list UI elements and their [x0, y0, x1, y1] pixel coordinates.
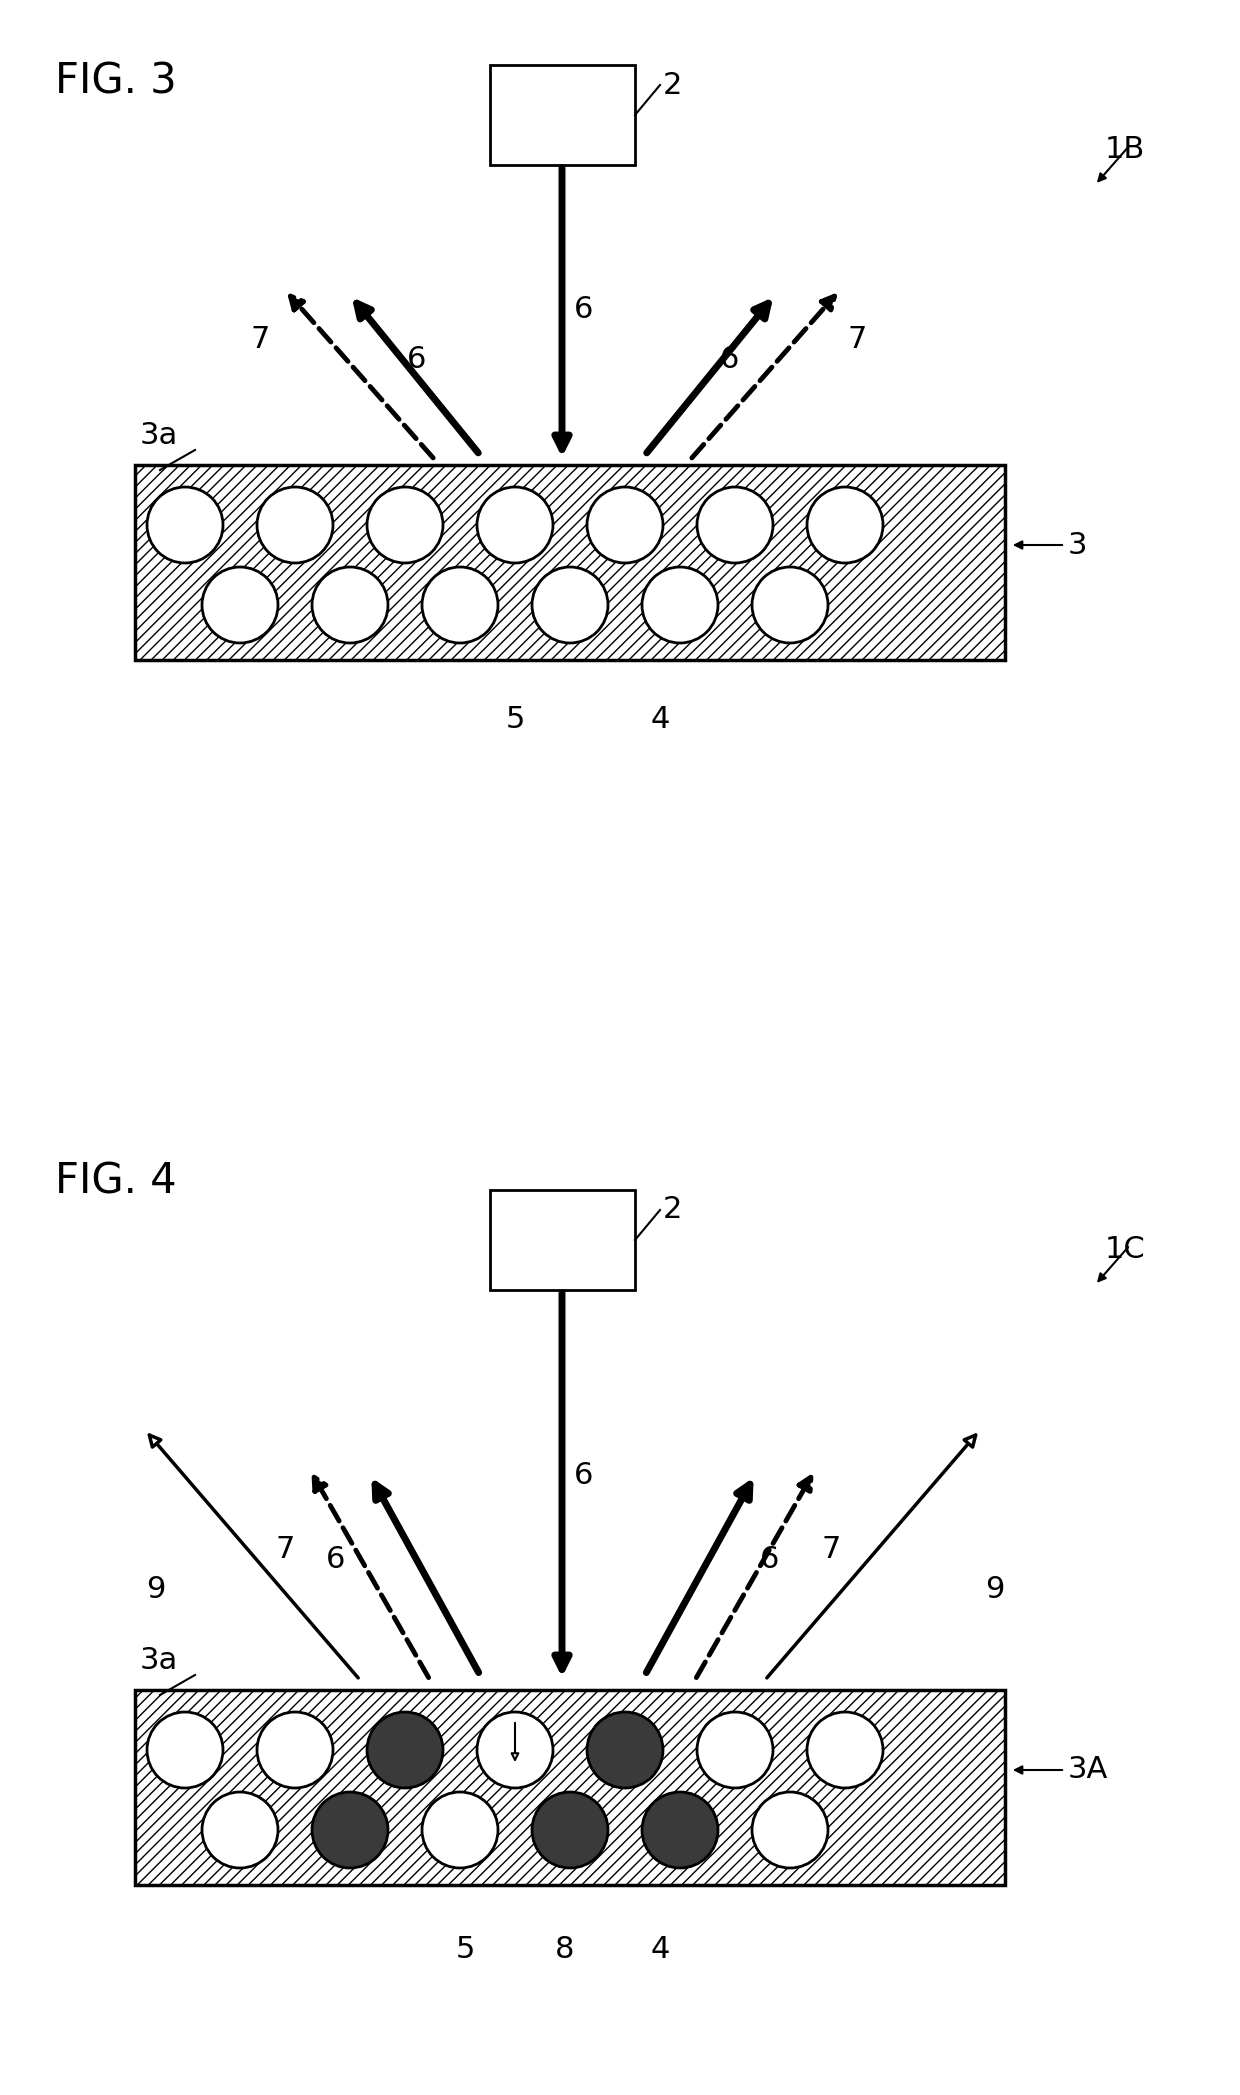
- Text: 5: 5: [455, 1936, 475, 1963]
- Text: FIG. 3: FIG. 3: [55, 61, 177, 103]
- Text: 8: 8: [556, 1936, 575, 1963]
- Circle shape: [697, 486, 773, 564]
- Circle shape: [477, 486, 553, 564]
- Text: 9: 9: [145, 1575, 165, 1605]
- Circle shape: [202, 1791, 278, 1869]
- Text: 4: 4: [650, 706, 670, 733]
- Circle shape: [257, 486, 334, 564]
- Text: 7: 7: [250, 325, 270, 354]
- Circle shape: [477, 1712, 553, 1787]
- Text: 2: 2: [663, 1196, 682, 1223]
- Text: 6: 6: [574, 295, 594, 325]
- Circle shape: [587, 486, 663, 564]
- Text: 6: 6: [720, 346, 739, 375]
- Circle shape: [697, 1712, 773, 1787]
- Circle shape: [642, 568, 718, 643]
- Text: 3a: 3a: [140, 1647, 179, 1676]
- Circle shape: [532, 568, 608, 643]
- Circle shape: [257, 1712, 334, 1787]
- Circle shape: [202, 568, 278, 643]
- Text: 3A: 3A: [1068, 1756, 1109, 1785]
- Text: 7: 7: [822, 1536, 842, 1565]
- Text: 1C: 1C: [1105, 1236, 1146, 1265]
- Text: 9: 9: [985, 1575, 1004, 1605]
- Text: 3a: 3a: [140, 421, 179, 450]
- Circle shape: [422, 568, 498, 643]
- Circle shape: [807, 1712, 883, 1787]
- Circle shape: [312, 1791, 388, 1869]
- Text: 4: 4: [650, 1936, 670, 1963]
- Circle shape: [642, 1791, 718, 1869]
- Text: 5: 5: [506, 706, 525, 733]
- Circle shape: [751, 1791, 828, 1869]
- Circle shape: [532, 1791, 608, 1869]
- Text: 6: 6: [407, 346, 427, 375]
- Circle shape: [148, 1712, 223, 1787]
- Circle shape: [367, 1712, 443, 1787]
- Circle shape: [312, 568, 388, 643]
- Bar: [135, 1691, 1004, 1886]
- Text: FIG. 4: FIG. 4: [55, 1161, 176, 1203]
- Circle shape: [367, 486, 443, 564]
- Text: 6: 6: [326, 1546, 345, 1575]
- Circle shape: [422, 1791, 498, 1869]
- Circle shape: [148, 486, 223, 564]
- Text: 2: 2: [663, 71, 682, 98]
- Circle shape: [587, 1712, 663, 1787]
- Text: 6: 6: [760, 1546, 780, 1575]
- Text: 3: 3: [1068, 530, 1087, 559]
- Bar: [135, 465, 1004, 660]
- Bar: [490, 1190, 635, 1291]
- Text: 1B: 1B: [1105, 136, 1146, 166]
- Text: 7: 7: [275, 1536, 295, 1565]
- Bar: [490, 65, 635, 166]
- Text: 6: 6: [574, 1460, 594, 1490]
- Circle shape: [751, 568, 828, 643]
- Text: 7: 7: [848, 325, 867, 354]
- Circle shape: [807, 486, 883, 564]
